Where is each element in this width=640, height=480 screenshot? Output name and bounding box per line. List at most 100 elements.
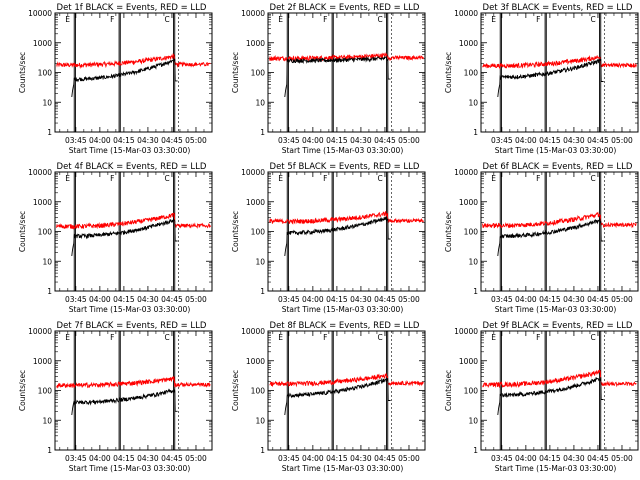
x-tick-label: 04:45	[161, 454, 183, 463]
x-tick-label: 04:30	[350, 295, 372, 304]
x-tick-label: 05:00	[185, 136, 207, 145]
x-tick-label: 04:15	[326, 454, 348, 463]
panel-8: Det 8f BLACK = Events, RED = LLD Counts/s…	[231, 321, 426, 473]
series-events-line	[71, 217, 178, 257]
y-tick-label: 10	[468, 98, 478, 107]
x-tick-label: 04:15	[326, 136, 348, 145]
x-tick-label: 04:30	[350, 454, 372, 463]
x-tick-label: 05:00	[398, 295, 420, 304]
x-tick-label: 04:00	[302, 136, 324, 145]
y-tick-label: 1	[473, 287, 478, 296]
y-tick-label: 10	[468, 257, 478, 266]
x-tick-label: 04:45	[374, 454, 396, 463]
x-tick-label: 04:30	[563, 454, 585, 463]
x-tick-label: 04:45	[587, 454, 609, 463]
marker-label: C	[378, 15, 383, 24]
x-tick-label: 04:30	[350, 136, 372, 145]
series-events-line	[497, 377, 604, 416]
x-tick-label: 05:00	[611, 136, 633, 145]
marker-label: C	[378, 333, 383, 342]
series-events-line	[497, 57, 604, 98]
y-tick-label: 100	[464, 387, 479, 396]
marker-label: C	[378, 174, 383, 183]
panel-title: Det 8f BLACK = Events, RED = LLD	[270, 321, 420, 331]
y-tick-label: 10000	[454, 9, 478, 18]
x-tick-label: 03:45	[491, 136, 513, 145]
marker-label: C	[591, 15, 596, 24]
panel-6: Det 6f BLACK = Events, RED = LLD Counts/s…	[444, 162, 639, 314]
y-tick-label: 10	[468, 416, 478, 425]
x-axis-label: Start Time (15-Mar-03 03:30:00)	[69, 146, 191, 155]
x-axis-label: Start Time (15-Mar-03 03:30:00)	[69, 305, 191, 314]
marker-label: C	[165, 333, 170, 342]
x-tick-label: 04:45	[161, 295, 183, 304]
plot-frame	[480, 12, 639, 133]
y-tick-label: 1	[47, 446, 52, 455]
x-tick-label: 03:45	[278, 136, 300, 145]
marker-label: C	[591, 174, 596, 183]
panel-3: Det 3f BLACK = Events, RED = LLD Counts/s…	[444, 3, 639, 155]
y-tick-label: 10	[42, 257, 52, 266]
y-tick-label: 10000	[28, 327, 52, 336]
x-tick-label: 04:15	[539, 295, 561, 304]
panel-title: Det 5f BLACK = Events, RED = LLD	[270, 162, 420, 172]
y-axis-label: Counts/sec	[444, 211, 453, 252]
series-lld-line	[56, 52, 211, 69]
marker-label: E	[278, 333, 283, 342]
x-tick-label: 05:00	[185, 454, 207, 463]
y-tick-label: 1000	[33, 39, 52, 48]
x-tick-label: 04:45	[161, 136, 183, 145]
y-tick-label: 100	[251, 228, 266, 237]
y-tick-label: 10000	[454, 327, 478, 336]
series-lld-line	[269, 210, 424, 225]
panel-1: Det 1f BLACK = Events, RED = LLD Counts/s…	[18, 3, 213, 155]
y-axis-label: Counts/sec	[18, 211, 27, 252]
y-axis-label: Counts/sec	[444, 370, 453, 411]
y-tick-label: 1000	[246, 198, 265, 207]
marker-label: E	[278, 174, 283, 183]
x-tick-label: 04:15	[539, 136, 561, 145]
marker-label: C	[165, 174, 170, 183]
y-tick-label: 100	[464, 69, 479, 78]
y-tick-label: 10000	[241, 168, 265, 177]
y-tick-label: 100	[38, 69, 53, 78]
marker-label: F	[323, 333, 327, 342]
marker-label: F	[110, 15, 114, 24]
panel-title: Det 6f BLACK = Events, RED = LLD	[483, 162, 633, 172]
x-tick-label: 03:45	[491, 295, 513, 304]
series-events-line	[497, 217, 604, 257]
x-tick-label: 03:45	[278, 454, 300, 463]
marker-label: F	[536, 15, 540, 24]
panel-title: Det 9f BLACK = Events, RED = LLD	[483, 321, 633, 331]
y-tick-label: 100	[38, 228, 53, 237]
y-axis-label: Counts/sec	[231, 370, 240, 411]
x-tick-label: 04:00	[89, 136, 111, 145]
x-tick-label: 04:00	[515, 454, 537, 463]
panel-7: Det 7f BLACK = Events, RED = LLD Counts/s…	[18, 321, 213, 473]
series-lld-line	[482, 54, 637, 70]
marker-label: F	[110, 174, 114, 183]
y-tick-label: 1	[473, 128, 478, 137]
panel-title: Det 2f BLACK = Events, RED = LLD	[270, 3, 420, 13]
y-tick-label: 1	[473, 446, 478, 455]
marker-label: E	[491, 333, 496, 342]
marker-label: F	[110, 333, 114, 342]
plot-frame	[267, 12, 426, 133]
y-tick-label: 1000	[246, 39, 265, 48]
x-tick-label: 04:00	[89, 295, 111, 304]
y-tick-label: 10	[42, 416, 52, 425]
panel-4: Det 4f BLACK = Events, RED = LLD Counts/s…	[18, 162, 213, 314]
series-lld-line	[482, 369, 637, 389]
x-tick-label: 03:45	[65, 295, 87, 304]
marker-label: F	[536, 174, 540, 183]
marker-label: F	[323, 15, 327, 24]
series-events-line	[284, 55, 391, 98]
x-tick-label: 05:00	[185, 295, 207, 304]
marker-label: E	[491, 15, 496, 24]
plot-frame	[480, 330, 639, 451]
x-axis-label: Start Time (15-Mar-03 03:30:00)	[495, 464, 617, 473]
x-tick-label: 05:00	[398, 136, 420, 145]
series-events-line	[71, 388, 178, 416]
x-tick-label: 04:45	[374, 295, 396, 304]
y-axis-label: Counts/sec	[231, 52, 240, 93]
